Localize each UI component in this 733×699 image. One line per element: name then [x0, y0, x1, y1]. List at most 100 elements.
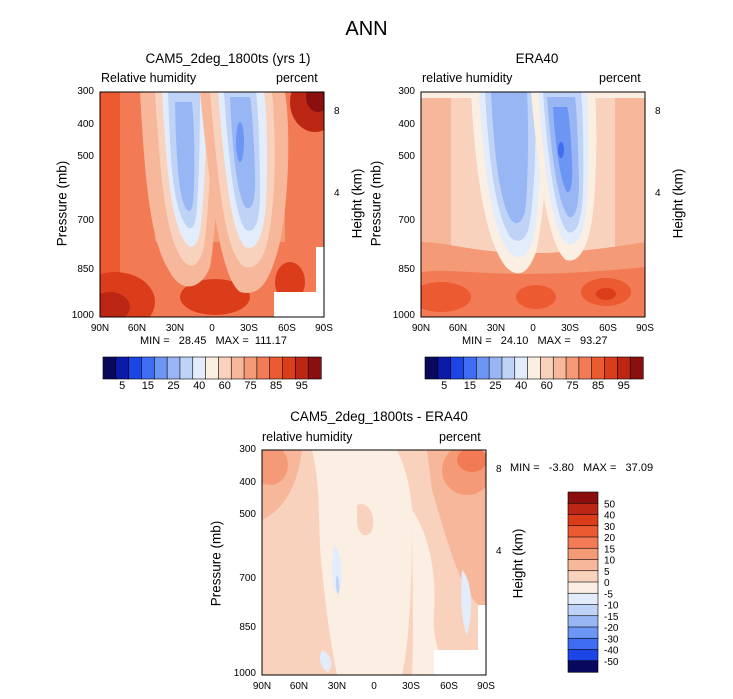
colorbar-swatch [527, 356, 542, 380]
diff-units-label: percent [439, 430, 481, 444]
cam5-title: CAM5_2deg_1800ts (yrs 1) [145, 51, 311, 66]
diff-y-tick: 700 [239, 573, 256, 584]
colorbar-swatch [567, 570, 599, 583]
colorbar-swatch [567, 637, 599, 651]
colorbar-swatch [437, 356, 452, 380]
colorbar-swatch [604, 356, 618, 380]
diff-stats: MIN = -3.80 MAX = 37.09 [510, 462, 654, 474]
era40-x-tick: 60S [599, 323, 617, 334]
colorbar-swatch [591, 356, 606, 380]
cam5-x-tick: 90S [315, 323, 333, 334]
colorbar-swatch [282, 356, 296, 380]
colorbar-swatch [205, 356, 220, 380]
colorbar-swatch [102, 356, 117, 380]
colorbar-swatch [463, 356, 477, 380]
diff-plot [261, 449, 487, 676]
cam5-y2-tick: 8 [334, 106, 340, 117]
colorbar-label: 95 [295, 380, 308, 392]
colorbar-swatch [475, 356, 490, 380]
colorbar-label: 5 [604, 567, 610, 578]
era40-variable-label: relative humidity [422, 71, 513, 85]
colorbar-swatch [567, 660, 599, 673]
colorbar-swatch [567, 514, 599, 527]
cam5-y-tick: 850 [77, 264, 94, 275]
colorbar-swatch [578, 356, 593, 380]
era40-stats: MIN = 24.10 MAX = 93.27 [462, 335, 608, 347]
era40-colorbar-labels: 5 15 25 40 60 75 85 95 [425, 380, 643, 394]
colorbar-swatch [230, 356, 245, 380]
colorbar-label: 25 [489, 380, 502, 392]
colorbar-label: 60 [218, 380, 231, 392]
diff-x-tick: 30S [402, 681, 420, 692]
colorbar-swatch [424, 356, 439, 380]
era40-x-tick: 90N [411, 323, 431, 334]
era40-units-label: percent [599, 71, 641, 85]
era40-title: ERA40 [515, 51, 559, 66]
colorbar-label: -50 [604, 657, 619, 668]
colorbar-swatch [540, 356, 554, 380]
colorbar-label: 10 [604, 556, 616, 567]
colorbar-swatch [450, 356, 465, 380]
colorbar-swatch [567, 491, 599, 504]
diff-variable-label: relative humidity [262, 430, 353, 444]
colorbar-label: 20 [604, 533, 616, 544]
cam5-x-tick: 30N [165, 323, 185, 334]
diff-y2-tick: 4 [496, 546, 502, 557]
colorbar-swatch [488, 356, 503, 380]
colorbar-label: 15 [141, 380, 155, 392]
colorbar-label: -10 [604, 601, 619, 612]
colorbar-label: 85 [269, 380, 283, 392]
era40-y-tick: 850 [398, 264, 415, 275]
colorbar-label: 95 [617, 380, 630, 392]
colorbar-label: 40 [604, 511, 616, 522]
colorbar-swatch [567, 604, 599, 617]
colorbar-label: 50 [604, 499, 616, 510]
diff-y-tick: 1000 [233, 668, 256, 679]
era40-y-tick: 700 [398, 215, 415, 226]
era40-y-tick: 300 [398, 86, 415, 97]
colorbar-swatch [295, 356, 309, 380]
cam5-y-tick: 1000 [71, 310, 94, 321]
cam5-colorbar-labels: 5 15 25 40 60 75 85 95 [103, 380, 321, 394]
colorbar-label: 40 [515, 380, 528, 392]
colorbar-swatch [565, 356, 580, 380]
diff-y-tick: 300 [239, 444, 256, 455]
era40-plot [420, 91, 646, 318]
diff-y2-axis-label: Height (km) [510, 528, 526, 599]
colorbar-label: -40 [604, 646, 619, 657]
era40-x-tick: 0 [530, 323, 536, 334]
era40-x-tick: 60N [448, 323, 468, 334]
colorbar-swatch [256, 356, 271, 380]
colorbar-label: 25 [167, 380, 180, 392]
era40-y-tick: 400 [398, 119, 415, 130]
era40-y-tick: 1000 [392, 310, 415, 321]
cam5-y-tick: 500 [77, 151, 94, 162]
colorbar-swatch [629, 356, 644, 380]
colorbar-swatch [153, 356, 168, 380]
cam5-plot [99, 91, 325, 318]
colorbar-label: -30 [604, 634, 619, 645]
diff-x-tick: 60N [289, 681, 309, 692]
colorbar-swatch [567, 581, 599, 594]
colorbar-swatch [307, 356, 322, 380]
cam5-x-tick: 60S [278, 323, 296, 334]
colorbar-swatch [552, 356, 567, 380]
era40-y2-axis-label: Height (km) [670, 168, 686, 239]
diff-y2-tick: 8 [496, 464, 502, 475]
colorbar-label: 5 [119, 380, 126, 392]
cam5-stats: MIN = 28.45 MAX = 111.17 [140, 335, 287, 347]
era40-x-tick: 30S [561, 323, 579, 334]
cam5-y2-axis-label: Height (km) [349, 168, 365, 239]
colorbar-swatch [567, 536, 599, 549]
colorbar-swatch [567, 649, 599, 662]
colorbar-swatch [567, 626, 599, 639]
era40-colorbar [424, 356, 644, 380]
colorbar-swatch [567, 615, 599, 628]
era40-y-tick: 500 [398, 151, 415, 162]
cam5-y-tick: 300 [77, 86, 94, 97]
colorbar-swatch [567, 502, 599, 516]
colorbar-swatch [269, 356, 284, 380]
diff-y-tick: 400 [239, 477, 256, 488]
cam5-y-tick: 700 [77, 215, 94, 226]
